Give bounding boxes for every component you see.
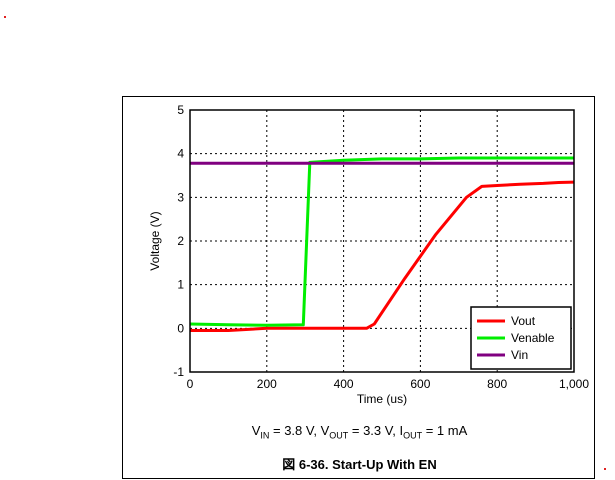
y-axis-title: Voltage (V) [148,211,162,270]
x-tick-label: 400 [334,377,354,391]
y-tick-label: 0 [177,321,184,335]
y-tick-label: 5 [177,103,184,117]
figure-caption: 図 6-36. Start-Up With EN [282,457,437,472]
iout-value: = 1 mA [422,423,468,438]
x-tick-label: 200 [257,377,277,391]
figure: 0 200 400 600 800 1,000 -1 0 1 2 3 4 5 Time (us) Volta… [122,96,595,479]
iout-symbol: I [399,423,404,438]
vout-value: = 3.3 V, [348,423,400,438]
series-line-vout [190,180,575,332]
y-tick-label: 3 [177,190,184,204]
vin-symbol: V [251,423,261,438]
plot-frame [189,109,575,373]
vin-value: = 3.8 V, [269,423,321,438]
y-tick-label: 2 [177,234,184,248]
x-axis-title: Time (us) [357,392,407,406]
iout-subscript: OUT [403,430,423,441]
vin-subscript: IN [260,430,270,441]
legend-label-venable: Venable [511,331,555,345]
x-tick-label: 0 [187,377,194,391]
legend-label-vout: Vout [511,314,536,328]
test-conditions: VIN = 3.8 V, VOUT = 3.3 V, IOUT = 1 mA [123,423,596,441]
top-left-marker [4,16,6,18]
series-line-venable [189,156,574,327]
x-tick-label: 1,000 [559,377,589,391]
vout-symbol: V [320,423,330,438]
y-tick-label: -1 [173,365,184,379]
vout-subscript: OUT [329,430,349,441]
bottom-right-marker [604,468,606,470]
y-tick-label: 1 [177,278,184,292]
legend-label-vin: Vin [511,348,528,362]
x-tick-label: 600 [410,377,430,391]
y-tick-label: 4 [177,147,184,161]
x-tick-label: 800 [487,377,507,391]
